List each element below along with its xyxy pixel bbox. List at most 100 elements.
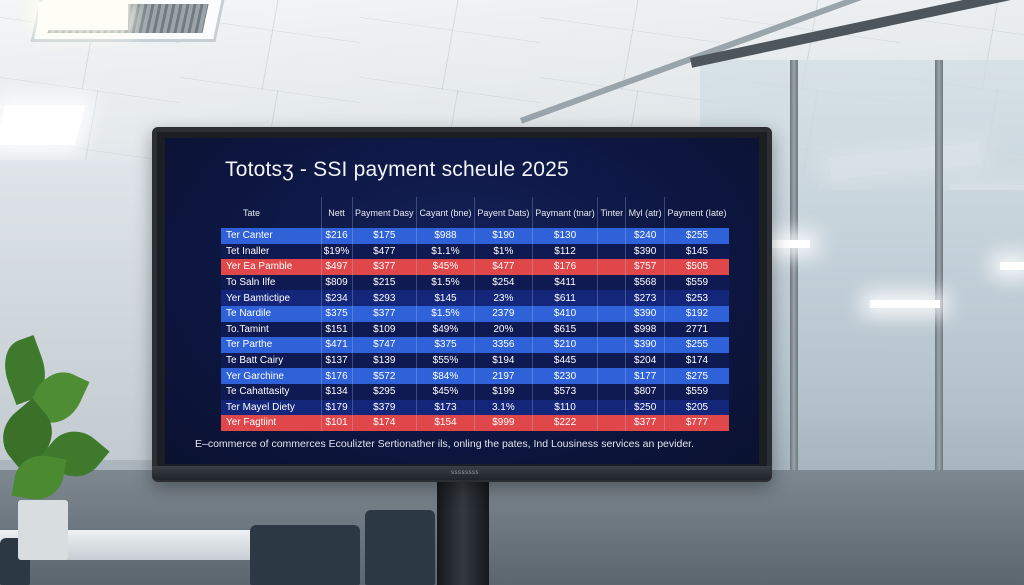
table-cell: $110	[531, 399, 598, 416]
table-cell	[597, 368, 626, 384]
table-cell: $505	[663, 259, 729, 275]
monitor: Tototsʒ - SSI payment scheule 2025 Tate …	[152, 127, 772, 482]
table-row: Te Nardile $375 $377 $1.5% 2379 $410 $390 $192	[221, 305, 729, 322]
table-cell	[597, 228, 626, 244]
table-cell: $84%	[416, 368, 475, 384]
table-cell: $615	[531, 321, 598, 338]
table-cell: $134	[320, 383, 353, 400]
table-cell: $777	[663, 415, 729, 431]
table-cell	[597, 290, 626, 306]
table-cell: $175	[351, 228, 417, 244]
table-cell	[597, 274, 626, 291]
table-cell: $568	[625, 274, 665, 291]
plant-pot	[18, 500, 68, 560]
table-row: Ter Parthe $471 $747 $375 3356 $210 $390 $255	[221, 337, 729, 353]
table-cell	[597, 399, 626, 416]
table-cell: $176	[320, 368, 353, 384]
monitor-brand-logo: ssssssss	[451, 470, 479, 476]
table-cell	[597, 352, 626, 369]
table-cell: $234	[320, 290, 353, 306]
table-cell: $377	[625, 415, 665, 431]
table-cell: $145	[663, 243, 729, 260]
table-cell: $205	[663, 399, 729, 416]
table-cell: $151	[320, 321, 353, 338]
ceiling-light-1	[38, 2, 128, 30]
glass-frame-1	[790, 60, 798, 585]
reflected-light-3	[1000, 262, 1024, 270]
row-label: To.Tamint	[226, 323, 269, 335]
table-cell: $222	[531, 415, 598, 431]
column-header: Payent Dats)	[473, 197, 533, 228]
table-cell: $230	[531, 368, 598, 384]
office-chair-2	[365, 510, 435, 585]
table-cell: $199	[473, 383, 533, 400]
table-cell: $747	[351, 337, 417, 353]
table-cell: $757	[625, 259, 665, 275]
table-cell: $379	[351, 399, 417, 416]
column-header: Myl (atr)	[625, 197, 665, 228]
office-chair-1	[250, 525, 360, 585]
row-label: Yer Bamtictipe	[226, 292, 291, 304]
row-label: Ter Parthe	[226, 339, 273, 351]
reflected-light-2	[870, 300, 940, 308]
table-cell: $390	[625, 305, 665, 322]
table-row: To Saln Ilfe $809 $215 $1.5% $254 $411 $568 $55…	[221, 274, 729, 291]
table-cell: $572	[351, 368, 417, 384]
table-cell: $174	[663, 352, 729, 369]
table-cell: $411	[531, 274, 598, 291]
row-label: Te Cahattasity	[226, 386, 290, 398]
table-cell: $377	[351, 259, 417, 275]
table-cell: $45%	[416, 259, 475, 275]
table-cell: $253	[663, 290, 729, 306]
glass-frame-2	[935, 60, 943, 585]
table-cell: $192	[663, 305, 729, 322]
table-body: Ter Canter $216 $175 $988 $190 $130 $240 $255 Te…	[221, 228, 729, 431]
table-cell: $611	[531, 290, 598, 306]
table-cell: $477	[473, 259, 533, 275]
table-cell	[597, 243, 626, 260]
monitor-bezel	[152, 466, 772, 480]
table-row: To.Tamint $151 $109 $49% 20% $615 $998 2771	[221, 321, 729, 338]
ceiling-light-2	[0, 105, 86, 145]
monitor-screen: Tototsʒ - SSI payment scheule 2025 Tate …	[165, 138, 759, 464]
table-cell: $1.5%	[416, 274, 475, 291]
table-cell: $130	[531, 228, 598, 244]
table-cell	[597, 259, 626, 275]
table-cell: $215	[351, 274, 417, 291]
table-cell: $240	[625, 228, 665, 244]
row-label: Yer Fagtiint	[226, 417, 277, 429]
table-row: Yer Fagtiint $101 $174 $154 $999 $222 $377 $777	[221, 415, 729, 431]
table-header-row: Tate Nett Payment Dasy Cayant (bne) Paye…	[221, 197, 729, 228]
table-row: Ter Canter $216 $175 $988 $190 $130 $240 $255	[221, 228, 729, 244]
table-row: Ter Mayel Diety $179 $379 $173 3.1% $110 $250 $…	[221, 399, 729, 416]
table-cell: $375	[320, 305, 353, 322]
row-label: Yer Ea Pamble	[226, 261, 293, 273]
table-cell: $109	[351, 321, 417, 338]
table-cell: $139	[351, 352, 417, 369]
table-cell: $295	[351, 383, 417, 400]
screen-footer-text: E–commerce of commerces Ecoulizter Serti…	[195, 438, 694, 450]
table-cell: $1.1%	[416, 243, 475, 260]
table-cell: $293	[351, 290, 417, 306]
table-cell: $1.5%	[416, 305, 475, 322]
table-cell: $375	[416, 337, 475, 353]
table-cell: $210	[531, 337, 598, 353]
row-label: To Saln Ilfe	[226, 277, 276, 289]
table-cell	[597, 337, 626, 353]
table-cell: $154	[416, 415, 475, 431]
table-cell: 2771	[663, 321, 729, 338]
table-cell: $179	[320, 399, 353, 416]
table-cell: $112	[531, 243, 598, 260]
column-header: Nett	[320, 197, 353, 228]
row-label: Ter Mayel Diety	[226, 401, 295, 413]
office-floor	[0, 470, 1024, 585]
table-cell: 2379	[473, 305, 533, 322]
column-header: Payment (Iate)	[663, 197, 729, 228]
table-cell: $49%	[416, 321, 475, 338]
row-label: Yer Garchine	[226, 370, 284, 382]
monitor-stand	[437, 480, 489, 585]
table-cell: $190	[473, 228, 533, 244]
table-row: Te Cahattasity $134 $295 $45% $199 $573 $807 $5…	[221, 383, 729, 400]
table-cell: $559	[663, 383, 729, 400]
table-cell: $255	[663, 228, 729, 244]
